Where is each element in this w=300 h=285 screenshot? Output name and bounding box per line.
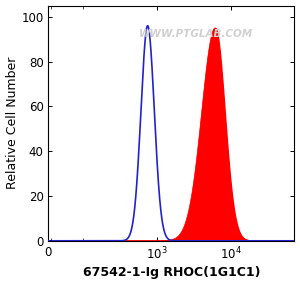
Text: WWW.PTGLAB.COM: WWW.PTGLAB.COM [139, 29, 253, 39]
X-axis label: 67542-1-Ig RHOC(1G1C1): 67542-1-Ig RHOC(1G1C1) [83, 266, 260, 280]
Y-axis label: Relative Cell Number: Relative Cell Number [6, 57, 19, 189]
